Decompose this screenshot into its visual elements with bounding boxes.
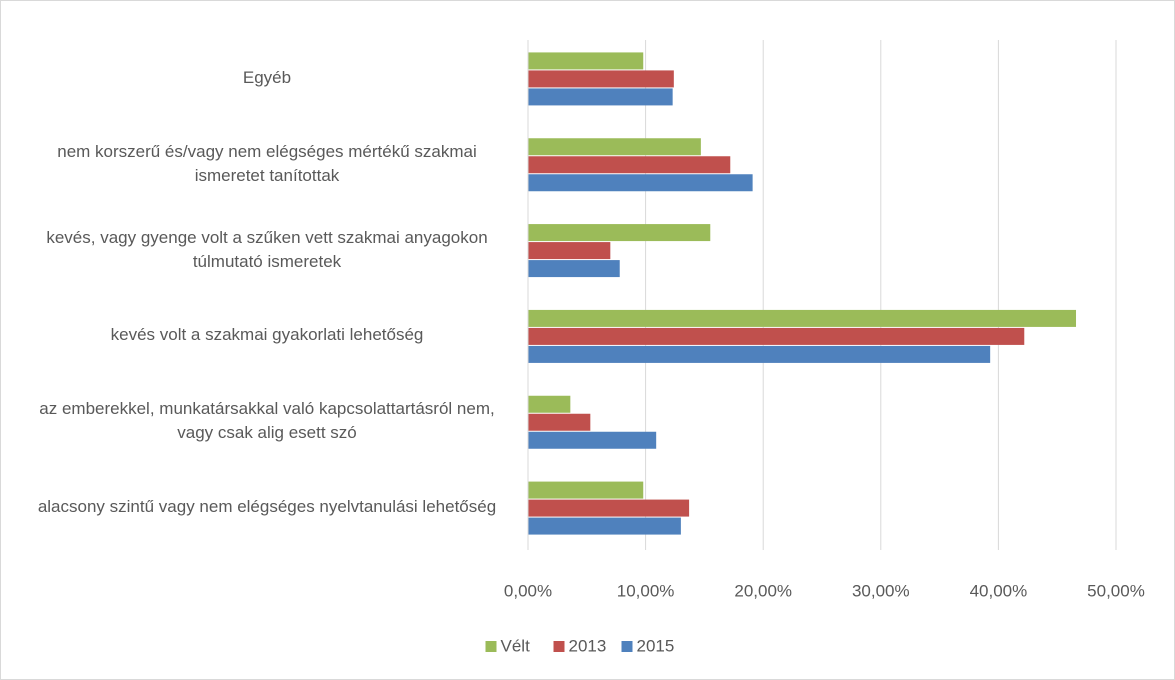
bar [528, 431, 657, 449]
bar [528, 499, 690, 517]
bar [528, 517, 681, 535]
bar [528, 70, 674, 88]
y-tick-label: nem korszerű és/vagy nem elégséges mérté… [57, 141, 477, 185]
x-tick-label: 30,00% [852, 581, 910, 600]
bar [528, 174, 753, 192]
legend-label: 2015 [637, 636, 675, 655]
bar [528, 395, 571, 413]
bar [528, 327, 1025, 345]
legend-swatch [621, 641, 633, 652]
bar [528, 156, 731, 174]
y-tick-label: kevés, vagy gyenge volt a szűken vett sz… [46, 227, 488, 271]
bar [528, 345, 991, 363]
bar [528, 481, 644, 499]
bar [528, 309, 1077, 327]
y-tick-label: Egyéb [242, 67, 292, 87]
legend-label: 2013 [569, 636, 607, 655]
x-tick-label: 10,00% [617, 581, 675, 600]
bar [528, 88, 673, 106]
legend-swatch [485, 641, 497, 652]
x-tick-label: 50,00% [1087, 581, 1145, 600]
x-tick-label: 20,00% [734, 581, 792, 600]
bar [528, 138, 701, 156]
y-tick-label: kevés volt a szakmai gyakorlati lehetősé… [110, 325, 424, 345]
x-tick-label: 0,00% [504, 581, 552, 600]
y-tick-label: az emberekkel, munkatársakkal való kapcs… [39, 399, 495, 443]
x-tick-label: 40,00% [970, 581, 1028, 600]
bar [528, 52, 644, 70]
bar [528, 413, 591, 431]
bar [528, 224, 711, 242]
bar [528, 260, 620, 278]
legend-label: Vélt [501, 636, 531, 655]
bar [528, 242, 611, 260]
y-tick-label: alacsony szintű vagy nem elégséges nyelv… [37, 497, 497, 517]
legend-swatch [553, 641, 565, 652]
